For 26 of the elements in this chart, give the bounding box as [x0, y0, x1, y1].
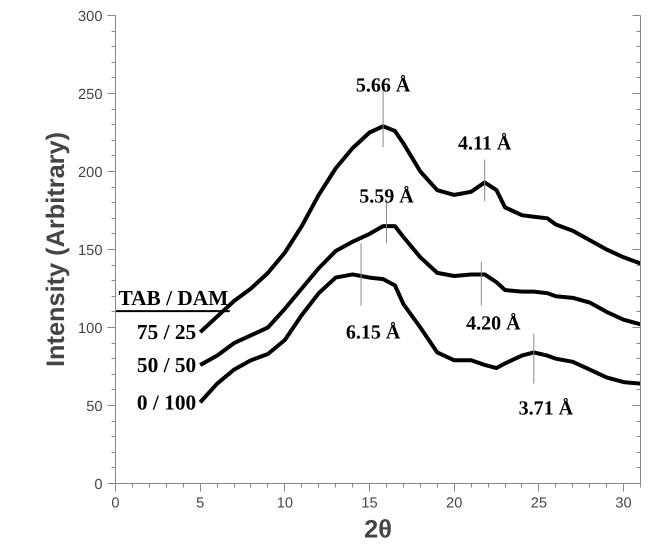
x-tick-label: 25 [530, 496, 548, 512]
annotation: 4.11 Å [458, 132, 512, 154]
annotation: 5.59 Å [359, 186, 414, 208]
x-tick-label: 15 [361, 496, 378, 512]
x-tick-label: 0 [111, 496, 120, 512]
y-tick-label: 250 [78, 87, 103, 103]
y-tick-label: 150 [78, 243, 103, 259]
annotation: 5.66 Å [356, 74, 411, 96]
series-label: 50 / 50 [136, 352, 196, 377]
y-tick-label: 100 [78, 321, 103, 337]
y-axis-title: Intensity (Arbitrary) [42, 132, 70, 368]
y-tick-label: 300 [78, 9, 103, 25]
x-axis-title: 2θ [364, 516, 392, 544]
x-tick-label: 30 [615, 496, 632, 512]
x-tick-label: 10 [276, 496, 294, 512]
annotation: 4.20 Å [466, 312, 522, 334]
y-tick-label: 50 [86, 399, 103, 415]
series-label: 0 / 100 [136, 390, 196, 414]
series-label: 75 / 25 [136, 320, 196, 344]
y-tick-label: 0 [94, 477, 103, 493]
x-tick-label: 5 [196, 496, 204, 512]
legend-title: TAB / DAM [118, 286, 228, 310]
x-tick-label: 20 [446, 496, 462, 512]
annotation: 6.15 Å [346, 321, 401, 344]
y-tick-label: 200 [78, 165, 103, 181]
annotation: 3.71 Å [518, 397, 574, 420]
